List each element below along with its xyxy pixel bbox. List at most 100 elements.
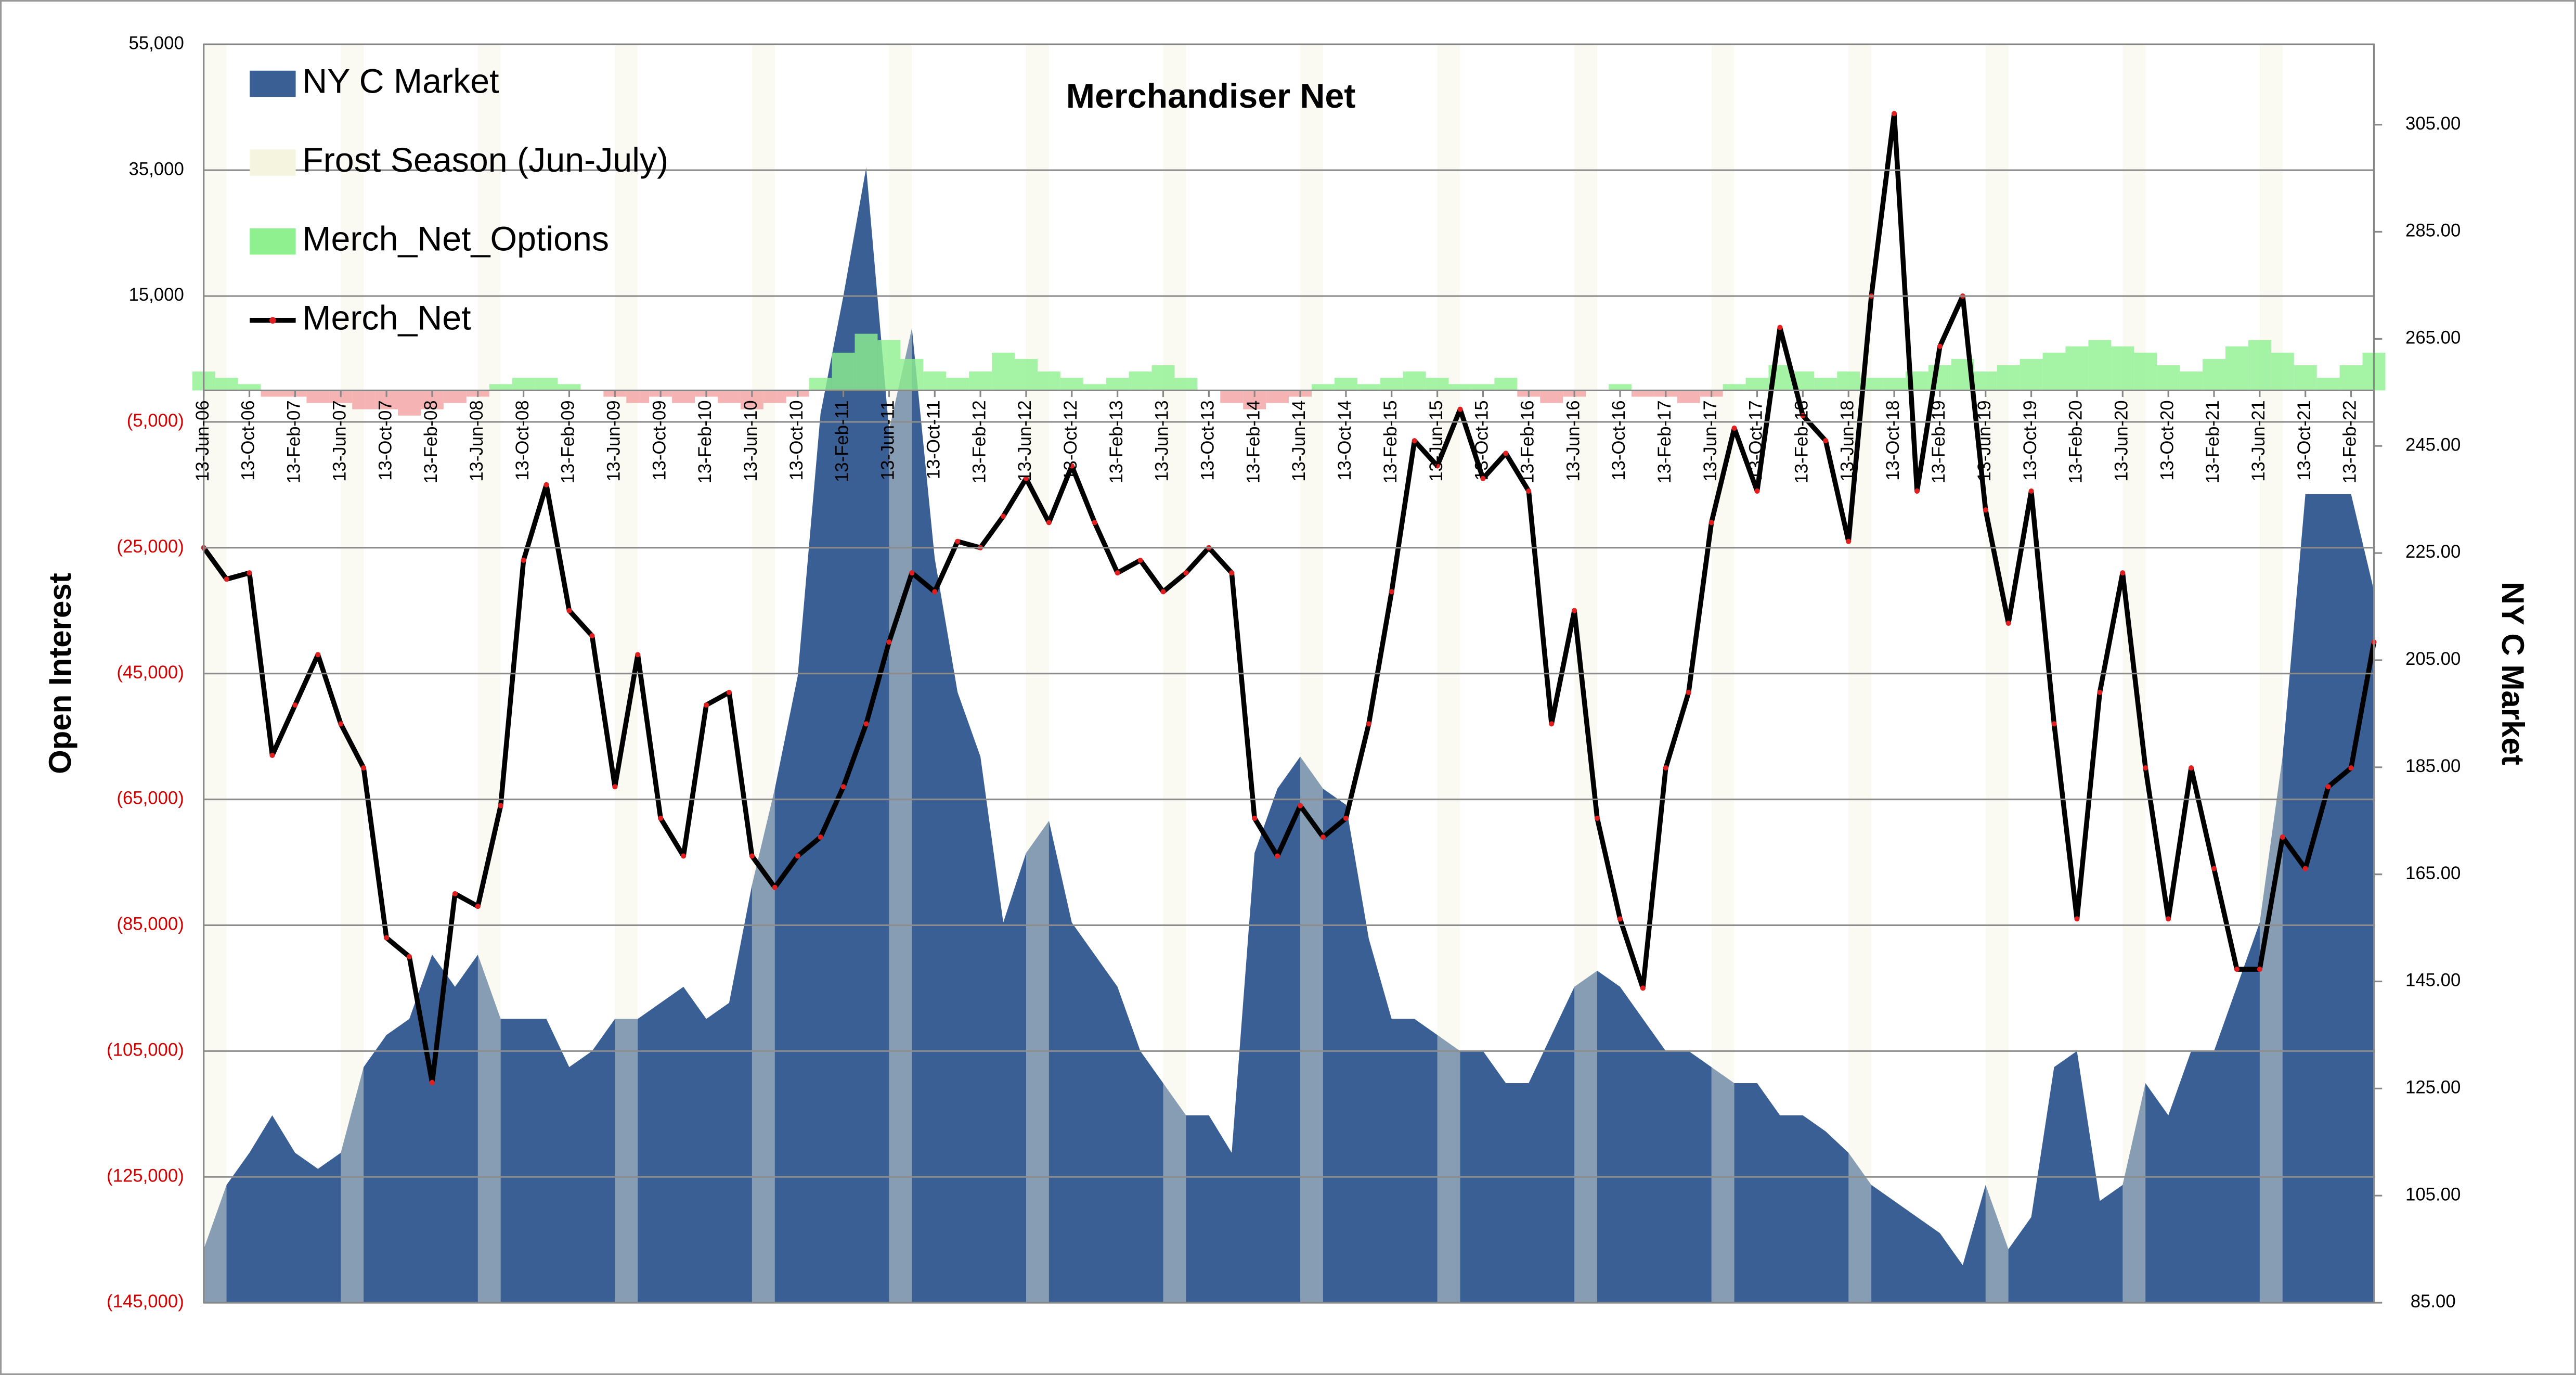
option-bar [2042, 352, 2066, 391]
y2-tick-label: 125.00 [2405, 1078, 2461, 1098]
option-bar [1974, 371, 1997, 391]
line-marker [1549, 721, 1555, 727]
option-bar [763, 390, 786, 403]
legend-swatch [250, 70, 296, 97]
line-marker [909, 570, 915, 576]
x-tick-label: 13-Jun-07 [330, 400, 349, 481]
x-tick-label: 13-Oct-17 [1746, 400, 1766, 480]
x-tick-label: 13-Feb-16 [1518, 400, 1537, 483]
y2-tick-label: 85.00 [2411, 1292, 2456, 1312]
line-marker [955, 538, 961, 544]
line-marker [1914, 488, 1920, 494]
option-bar [1083, 384, 1106, 391]
y-tick-label: (65,000) [116, 789, 184, 808]
option-bar [1426, 378, 1449, 391]
option-bar [672, 390, 695, 403]
line-marker [2005, 620, 2011, 626]
y-tick-label: (25,000) [116, 537, 184, 557]
legend-swatch [250, 228, 296, 255]
line-marker [1731, 425, 1737, 431]
x-tick-label: 13-Feb-22 [2340, 400, 2360, 483]
y-tick-label: (5,000) [127, 411, 184, 431]
line-marker [840, 784, 846, 790]
line-marker [2325, 784, 2331, 790]
line-marker [543, 482, 549, 487]
line-marker [1846, 538, 1852, 544]
option-bar [1380, 378, 1403, 391]
option-bar [1334, 378, 1357, 391]
y-axis-title: Open Interest [43, 573, 77, 774]
line-marker [1983, 507, 1988, 513]
line-marker [1343, 815, 1349, 821]
x-tick-label: 13-Feb-11 [833, 400, 852, 482]
option-bar [1837, 371, 1860, 391]
line-marker [1526, 488, 1532, 494]
line-marker [2348, 765, 2354, 771]
x-tick-label: 13-Jun-18 [1837, 400, 1857, 481]
option-bar [1631, 390, 1654, 397]
option-bar [1997, 365, 2020, 391]
option-bar [1883, 378, 1906, 391]
option-bar [2134, 352, 2157, 391]
line-marker [726, 689, 732, 695]
x-tick-label: 13-Feb-08 [421, 400, 441, 483]
option-bar [855, 333, 878, 391]
option-bar [238, 384, 261, 391]
x-tick-label: 13-Feb-14 [1244, 400, 1263, 483]
option-bar [2339, 365, 2363, 391]
line-marker [932, 589, 938, 595]
x-tick-label: 13-Jun-21 [2249, 400, 2269, 481]
option-bar [535, 378, 558, 391]
line-marker [1229, 570, 1235, 576]
line-marker [681, 853, 687, 859]
option-bar [2065, 346, 2089, 391]
y2-axis-title: NY C Market [2495, 582, 2530, 765]
line-marker [886, 639, 892, 645]
line-marker [566, 608, 572, 613]
line-marker [338, 721, 344, 727]
option-bar [2225, 346, 2248, 391]
y2-tick-label: 245.00 [2405, 435, 2461, 455]
line-marker [2120, 570, 2126, 576]
x-tick-label: 13-Oct-09 [650, 400, 669, 480]
option-bar [2020, 358, 2043, 391]
y-tick-label: (105,000) [107, 1040, 184, 1060]
y2-tick-label: 185.00 [2405, 756, 2461, 776]
x-tick-label: 13-Jun-17 [1701, 400, 1720, 481]
option-bar [2111, 346, 2134, 391]
line-marker [2028, 488, 2034, 494]
y-tick-label: (45,000) [116, 663, 184, 683]
line-marker [2051, 721, 2057, 727]
line-marker [658, 815, 664, 821]
x-tick-label: 13-Feb-21 [2203, 400, 2223, 483]
x-tick-label: 13-Jun-10 [741, 400, 761, 481]
line-marker [2211, 866, 2217, 871]
option-bar [1220, 390, 1244, 403]
chart-title: Merchandiser Net [1066, 77, 1356, 115]
line-marker [795, 853, 800, 859]
option-bar [1129, 371, 1152, 391]
line-marker [1434, 463, 1440, 469]
line-marker [612, 784, 618, 790]
line-marker [1297, 803, 1303, 808]
x-tick-label: 13-Oct-14 [1335, 400, 1355, 480]
y2-tick-label: 285.00 [2405, 221, 2461, 241]
option-bar [2157, 365, 2180, 391]
option-bar [626, 390, 650, 403]
x-tick-label: 13-Jun-09 [604, 400, 624, 481]
line-marker [1366, 721, 1371, 727]
option-bar [215, 378, 238, 391]
y-tick-label: (125,000) [107, 1166, 184, 1186]
legend-label: Frost Season (Jun-July) [302, 141, 668, 179]
line-marker [1115, 570, 1120, 576]
plot-frame [203, 43, 2375, 1304]
line-marker [1892, 111, 1897, 117]
x-tick-label: 13-Feb-07 [284, 400, 304, 483]
y-tick-label: 15,000 [129, 285, 184, 305]
line-marker [2189, 765, 2194, 771]
option-bar [923, 371, 947, 391]
y2-tick-label: 265.00 [2405, 328, 2461, 348]
line-marker [1137, 557, 1143, 563]
line-marker [2143, 765, 2148, 771]
line-marker [247, 570, 252, 576]
